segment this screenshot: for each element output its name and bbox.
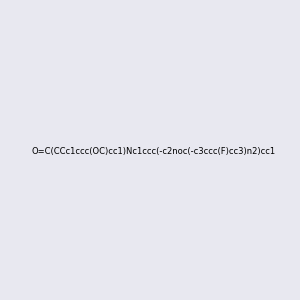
Text: O=C(CCc1ccc(OC)cc1)Nc1ccc(-c2noc(-c3ccc(F)cc3)n2)cc1: O=C(CCc1ccc(OC)cc1)Nc1ccc(-c2noc(-c3ccc(… — [32, 147, 276, 156]
